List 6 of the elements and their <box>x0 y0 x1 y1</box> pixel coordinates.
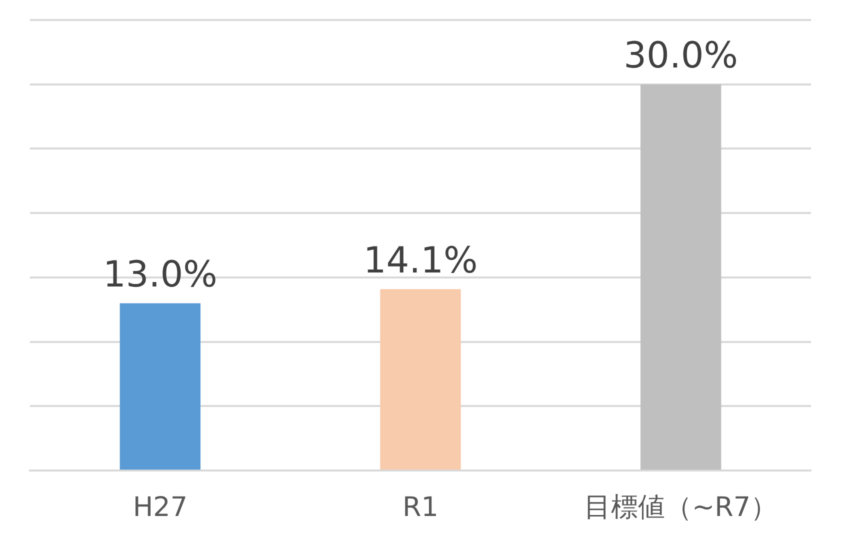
x-tick-label: 目標値（~R7） <box>584 492 778 523</box>
x-tick-label: H27 <box>132 492 188 523</box>
x-tick-label: R1 <box>402 492 438 523</box>
data-label: 14.1% <box>363 240 478 282</box>
data-label: 30.0% <box>624 36 738 77</box>
data-label: 13.0% <box>102 254 218 296</box>
